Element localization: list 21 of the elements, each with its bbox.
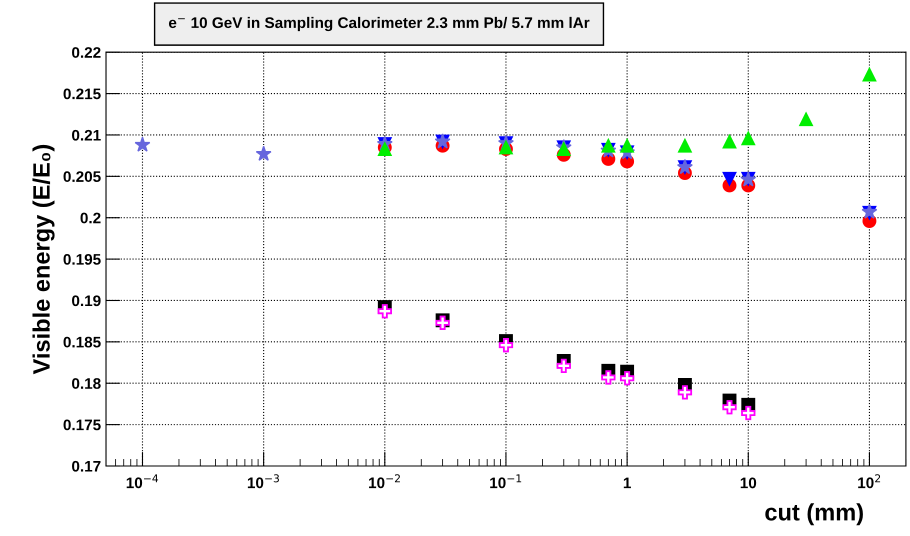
y-tick-label: 0.195 xyxy=(64,254,101,265)
x-tick-label: 10$^{−1}$ xyxy=(490,474,522,488)
x-tick-label: 10 xyxy=(740,478,756,488)
chart-title: e$^{−}$ 10 GeV in Sampling Calorimeter 2.3 mm Pb/ 5.7 mm lAr xyxy=(168,16,590,32)
y-tick-label: 0.185 xyxy=(64,336,101,348)
x-tick-label: 10$^{2}$ xyxy=(858,474,880,488)
y-tick-label: 0.19 xyxy=(72,295,101,306)
y-axis-title: Visible energy (E/E₀) xyxy=(32,144,55,374)
y-tick-label: 0.205 xyxy=(64,171,101,182)
y-tick-label: 0.175 xyxy=(64,419,101,430)
y-tick-label: 0.21 xyxy=(72,130,101,141)
x-tick-label: 10$^{−4}$ xyxy=(126,474,158,488)
y-tick-label: 0.2 xyxy=(80,212,101,224)
x-axis-title: cut (mm) xyxy=(765,503,863,526)
x-tick-label: 1 xyxy=(624,478,631,488)
y-tick-label: 0.22 xyxy=(72,47,101,58)
y-tick-label: 0.18 xyxy=(72,378,101,389)
y-tick-label: 0.17 xyxy=(72,460,100,472)
y-tick-label: 0.215 xyxy=(64,88,101,100)
x-tick-label: 10$^{−2}$ xyxy=(369,474,400,488)
x-tick-label: 10$^{−3}$ xyxy=(248,474,279,488)
